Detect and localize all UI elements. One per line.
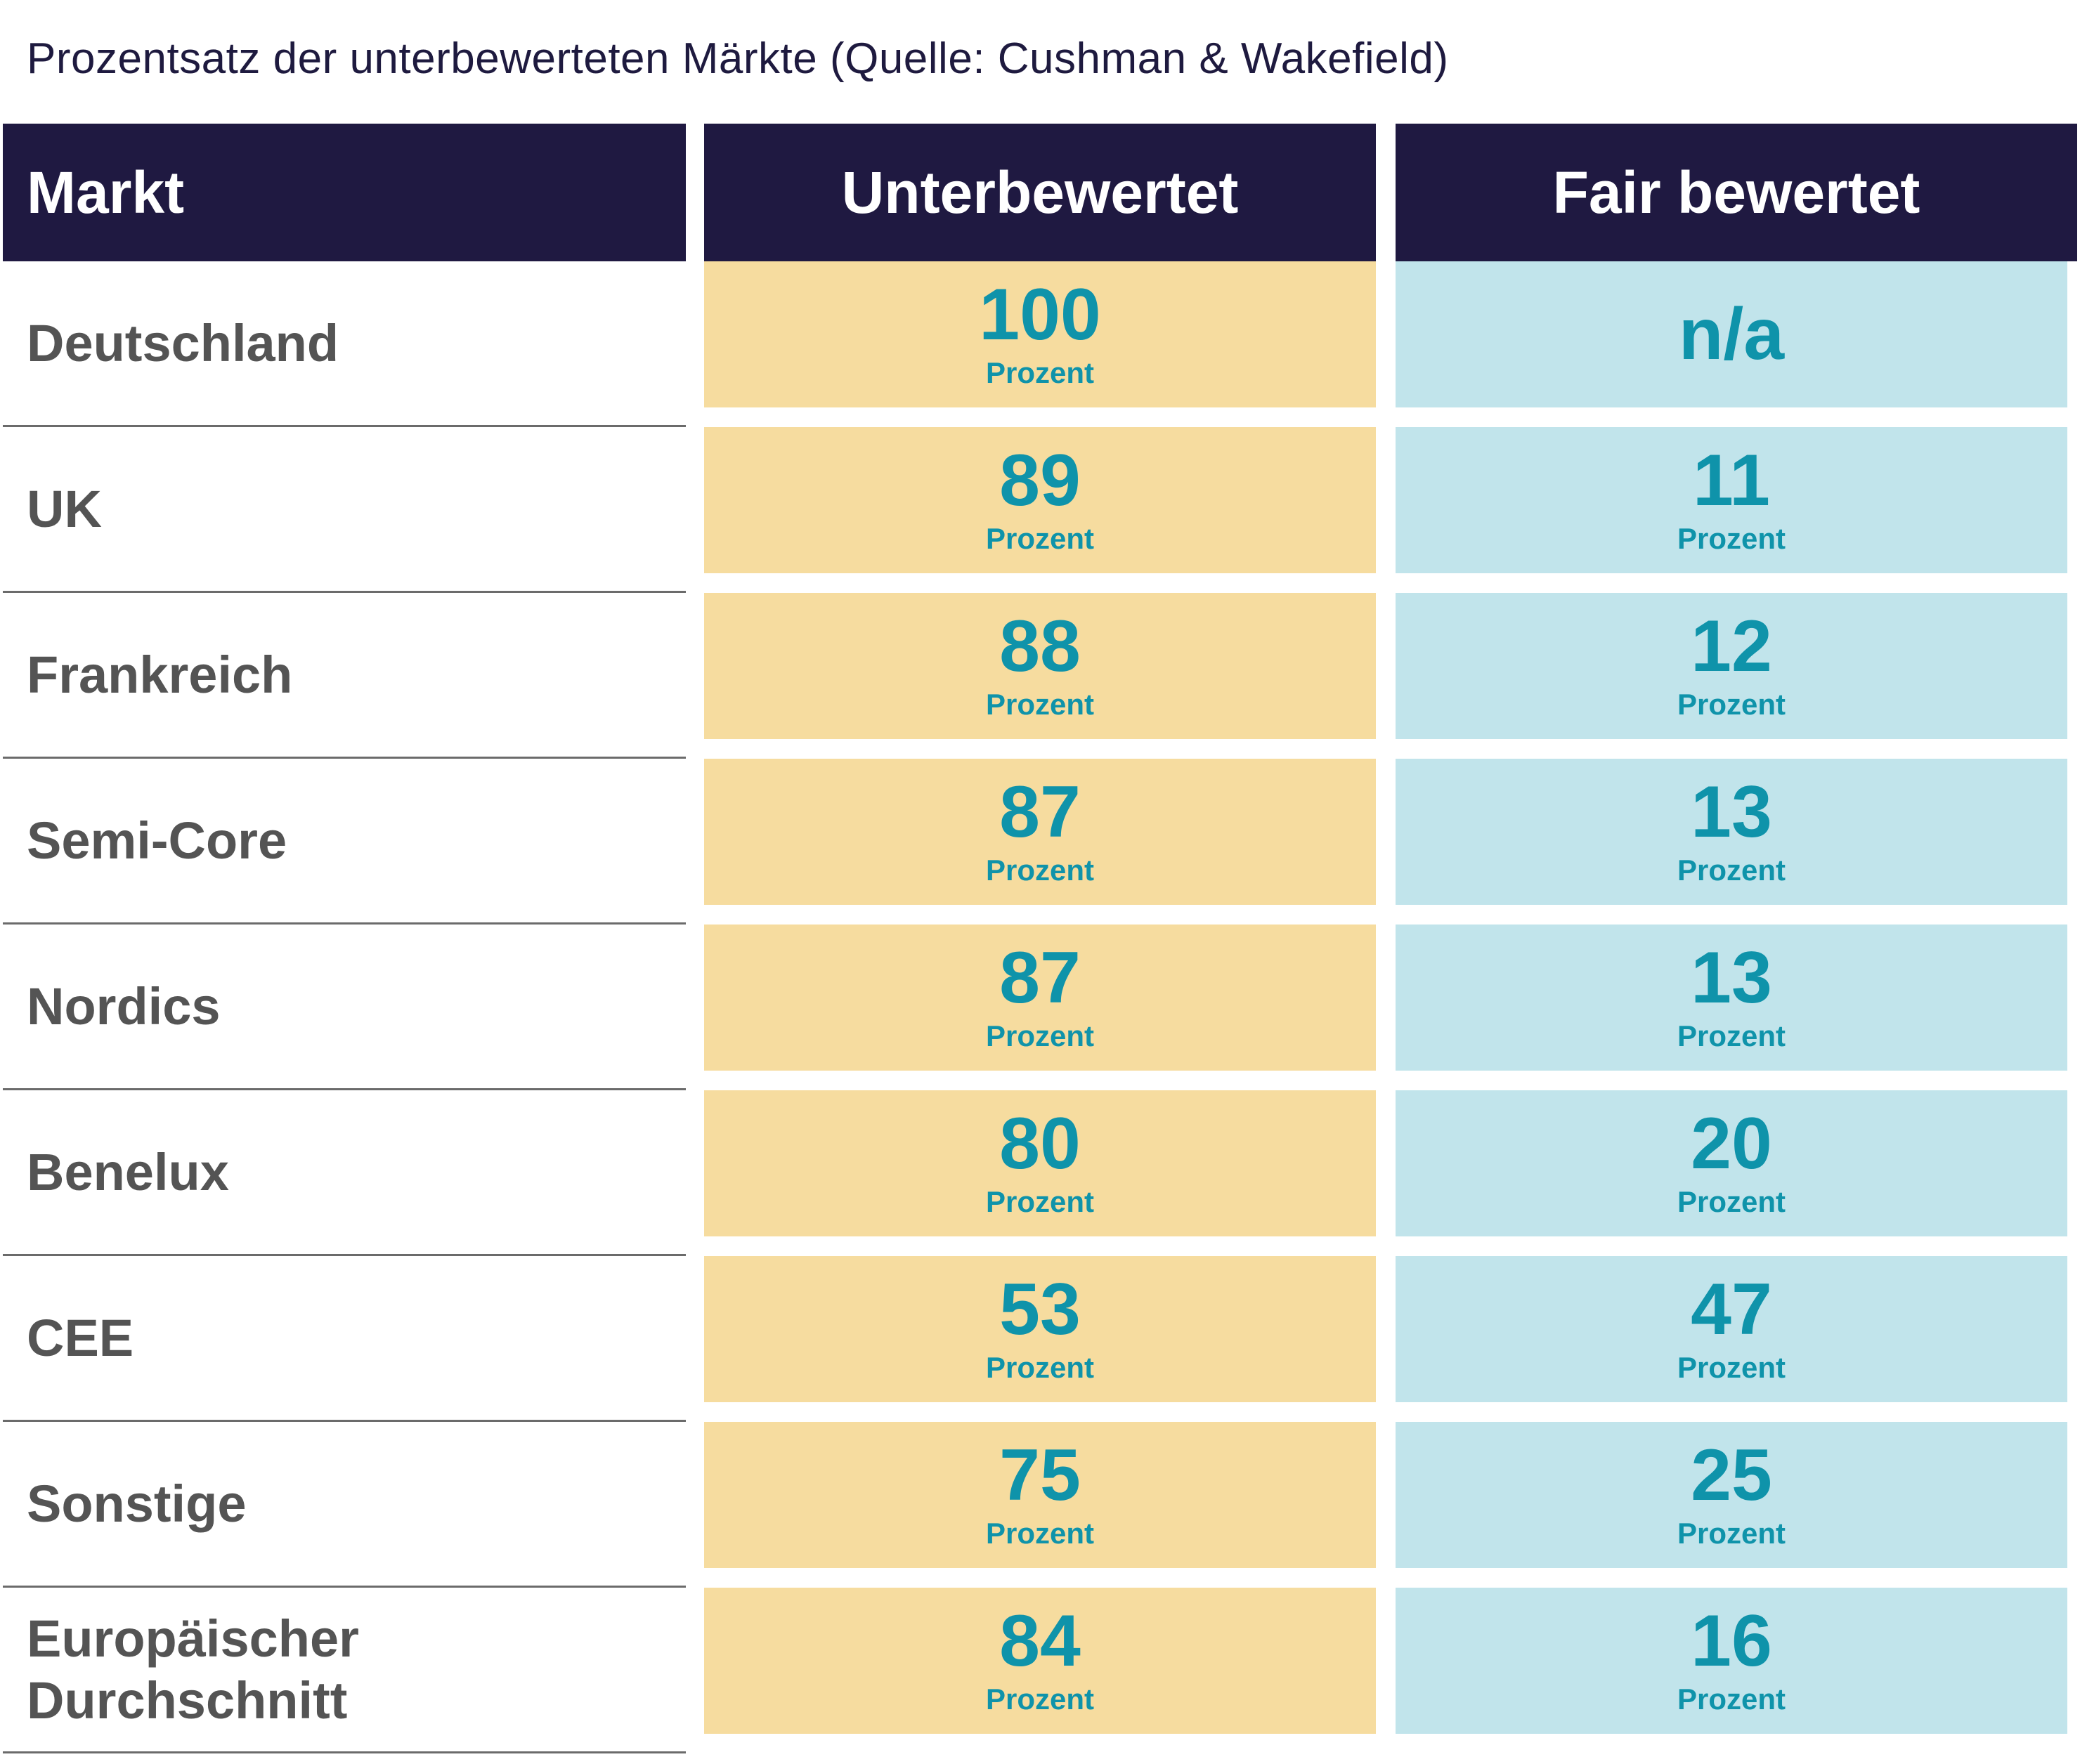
fair-cell: 13 Prozent	[1396, 759, 2067, 905]
undervalued-unit: Prozent	[985, 1517, 1094, 1550]
undervalued-cell: 75 Prozent	[704, 1422, 1376, 1568]
undervalued-cell: 88 Prozent	[704, 593, 1376, 739]
fair-value: 12	[1691, 606, 1772, 687]
fair-unit: Prozent	[1677, 1351, 1786, 1384]
column-header-fair: Fair bewertet	[1396, 124, 2077, 261]
market-cell: Semi-Core	[3, 759, 686, 925]
undervalued-cell: 89 Prozent	[704, 427, 1376, 573]
fair-value: n/a	[1678, 294, 1785, 375]
fair-cell: 12 Prozent	[1396, 593, 2067, 739]
column-header-market: Markt	[3, 124, 686, 261]
table-row: CEE 53 Prozent 47 Prozent	[0, 1256, 2087, 1422]
fair-cell: 13 Prozent	[1396, 925, 2067, 1071]
fair-unit: Prozent	[1677, 688, 1786, 721]
undervalued-value: 84	[999, 1600, 1081, 1682]
fair-cell: 20 Prozent	[1396, 1090, 2067, 1236]
fair-value: 16	[1691, 1600, 1772, 1682]
table-row: Sonstige 75 Prozent 25 Prozent	[0, 1422, 2087, 1588]
fair-unit: Prozent	[1677, 522, 1786, 555]
undervalued-unit: Prozent	[985, 1351, 1094, 1384]
undervalued-value: 87	[999, 937, 1081, 1019]
undervalued-unit: Prozent	[985, 356, 1094, 389]
table-row: Europäischer Durchschnitt 84 Prozent 16 Proz…	[0, 1588, 2087, 1753]
table-row: Benelux 80 Prozent 20 Prozent	[0, 1090, 2087, 1256]
fair-value: 25	[1691, 1435, 1772, 1516]
market-cell: Deutschland	[3, 261, 686, 427]
fair-cell: 16 Prozent	[1396, 1588, 2067, 1734]
undervalued-value: 80	[999, 1103, 1081, 1184]
table-row: Semi-Core 87 Prozent 13 Prozent	[0, 759, 2087, 925]
fair-unit: Prozent	[1677, 854, 1786, 887]
table-row: Nordics 87 Prozent 13 Prozent	[0, 925, 2087, 1090]
undervalued-cell: 53 Prozent	[704, 1256, 1376, 1402]
fair-unit: Prozent	[1677, 1019, 1786, 1052]
market-label: Frankreich	[27, 645, 293, 704]
undervalued-cell: 87 Prozent	[704, 759, 1376, 905]
fair-cell: 47 Prozent	[1396, 1256, 2067, 1402]
undervalued-value: 88	[999, 606, 1081, 687]
undervalued-value: 75	[999, 1435, 1081, 1516]
market-label: Sonstige	[27, 1474, 247, 1533]
fair-unit: Prozent	[1677, 1517, 1786, 1550]
fair-value: 47	[1691, 1269, 1772, 1350]
undervalued-unit: Prozent	[985, 1019, 1094, 1052]
undervalued-unit: Prozent	[985, 854, 1094, 887]
market-cell: Frankreich	[3, 593, 686, 759]
undervalued-unit: Prozent	[985, 1185, 1094, 1218]
undervalued-cell: 87 Prozent	[704, 925, 1376, 1071]
undervalued-unit: Prozent	[985, 1683, 1094, 1716]
page-title: Prozentsatz der unterbewerteten Märkte (…	[27, 34, 1449, 83]
undervalued-cell: 80 Prozent	[704, 1090, 1376, 1236]
market-cell: Sonstige	[3, 1422, 686, 1588]
fair-cell: 11 Prozent	[1396, 427, 2067, 573]
column-header-undervalued: Unterbewertet	[704, 124, 1376, 261]
fair-value: 13	[1691, 771, 1772, 853]
fair-value: 11	[1693, 440, 1770, 521]
undervalued-cell: 84 Prozent	[704, 1588, 1376, 1734]
market-cell: Benelux	[3, 1090, 686, 1256]
table-row: Deutschland 100 Prozent n/a	[0, 261, 2087, 427]
fair-unit: Prozent	[1677, 1185, 1786, 1218]
undervalued-cell: 100 Prozent	[704, 261, 1376, 407]
undervalued-value: 53	[999, 1269, 1081, 1350]
undervalued-unit: Prozent	[985, 688, 1094, 721]
undervalued-value: 89	[999, 440, 1081, 521]
market-cell: Nordics	[3, 925, 686, 1090]
market-label: UK	[27, 479, 102, 538]
undervalued-value: 87	[999, 771, 1081, 853]
market-label: CEE	[27, 1308, 134, 1367]
undervalued-unit: Prozent	[985, 522, 1094, 555]
market-cell: CEE	[3, 1256, 686, 1422]
table-row: UK 89 Prozent 11 Prozent	[0, 427, 2087, 593]
market-label: Benelux	[27, 1142, 229, 1201]
market-label: Europäischer Durchschnitt	[27, 1609, 359, 1730]
table-row: Frankreich 88 Prozent 12 Prozent	[0, 593, 2087, 759]
fair-value: 13	[1691, 937, 1772, 1019]
undervalued-value: 100	[979, 274, 1101, 355]
market-label: Semi-Core	[27, 811, 287, 870]
table-body: Deutschland 100 Prozent n/a UK 89 Prozent 11 Pro…	[0, 261, 2087, 1753]
market-label: Deutschland	[27, 313, 339, 372]
fair-cell: n/a	[1396, 261, 2067, 407]
market-cell: Europäischer Durchschnitt	[3, 1588, 686, 1753]
fair-value: 20	[1691, 1103, 1772, 1184]
market-cell: UK	[3, 427, 686, 593]
market-label: Nordics	[27, 976, 221, 1035]
fair-unit: Prozent	[1677, 1683, 1786, 1716]
fair-cell: 25 Prozent	[1396, 1422, 2067, 1568]
